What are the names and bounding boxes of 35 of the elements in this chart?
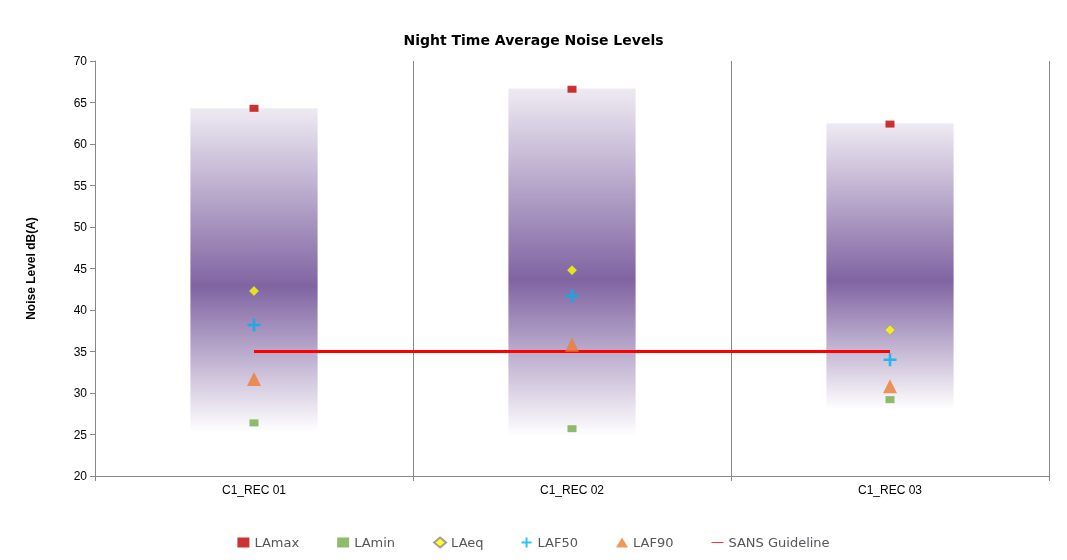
legend-label: LAeq <box>451 535 484 550</box>
point <box>567 425 577 433</box>
point <box>249 104 259 112</box>
point <box>566 264 578 276</box>
point <box>885 120 895 128</box>
x-tick-label: C1_REC 02 <box>539 483 605 497</box>
legend-label: LAmin <box>354 535 396 550</box>
y-tick-label: 20 <box>73 469 88 483</box>
y-tick-label: 45 <box>73 261 88 276</box>
point <box>885 396 895 404</box>
x-tick-label: C1_REC 03 <box>857 483 923 497</box>
legend-label: LAF90 <box>633 535 674 550</box>
y-tick-label: 65 <box>73 95 88 110</box>
legend-label: LAF50 <box>537 535 579 550</box>
x-tick-label: C1_REC 01 <box>221 483 287 497</box>
y-tick-label: 30 <box>73 386 88 400</box>
point <box>884 324 896 336</box>
point <box>247 371 261 386</box>
point <box>883 353 897 367</box>
y-tick-label: 50 <box>73 220 88 234</box>
point <box>567 85 577 93</box>
y-tick-label: 35 <box>73 344 88 359</box>
point <box>883 379 897 394</box>
legend-label: LAmax <box>254 535 300 550</box>
y-tick-label: 55 <box>73 178 88 193</box>
y-tick-label: 70 <box>73 54 88 68</box>
y-tick-label: 40 <box>73 303 88 317</box>
point <box>249 419 259 427</box>
point <box>248 285 260 297</box>
y-tick-label: 60 <box>73 137 88 151</box>
legend-label: SANS Guideline <box>728 535 830 550</box>
point <box>565 337 579 352</box>
chart-title: Night Time Average Noise Levels <box>403 32 664 48</box>
y-tick-label: 25 <box>73 427 88 442</box>
y-axis-title: Noise Level dB(A) <box>24 217 38 320</box>
